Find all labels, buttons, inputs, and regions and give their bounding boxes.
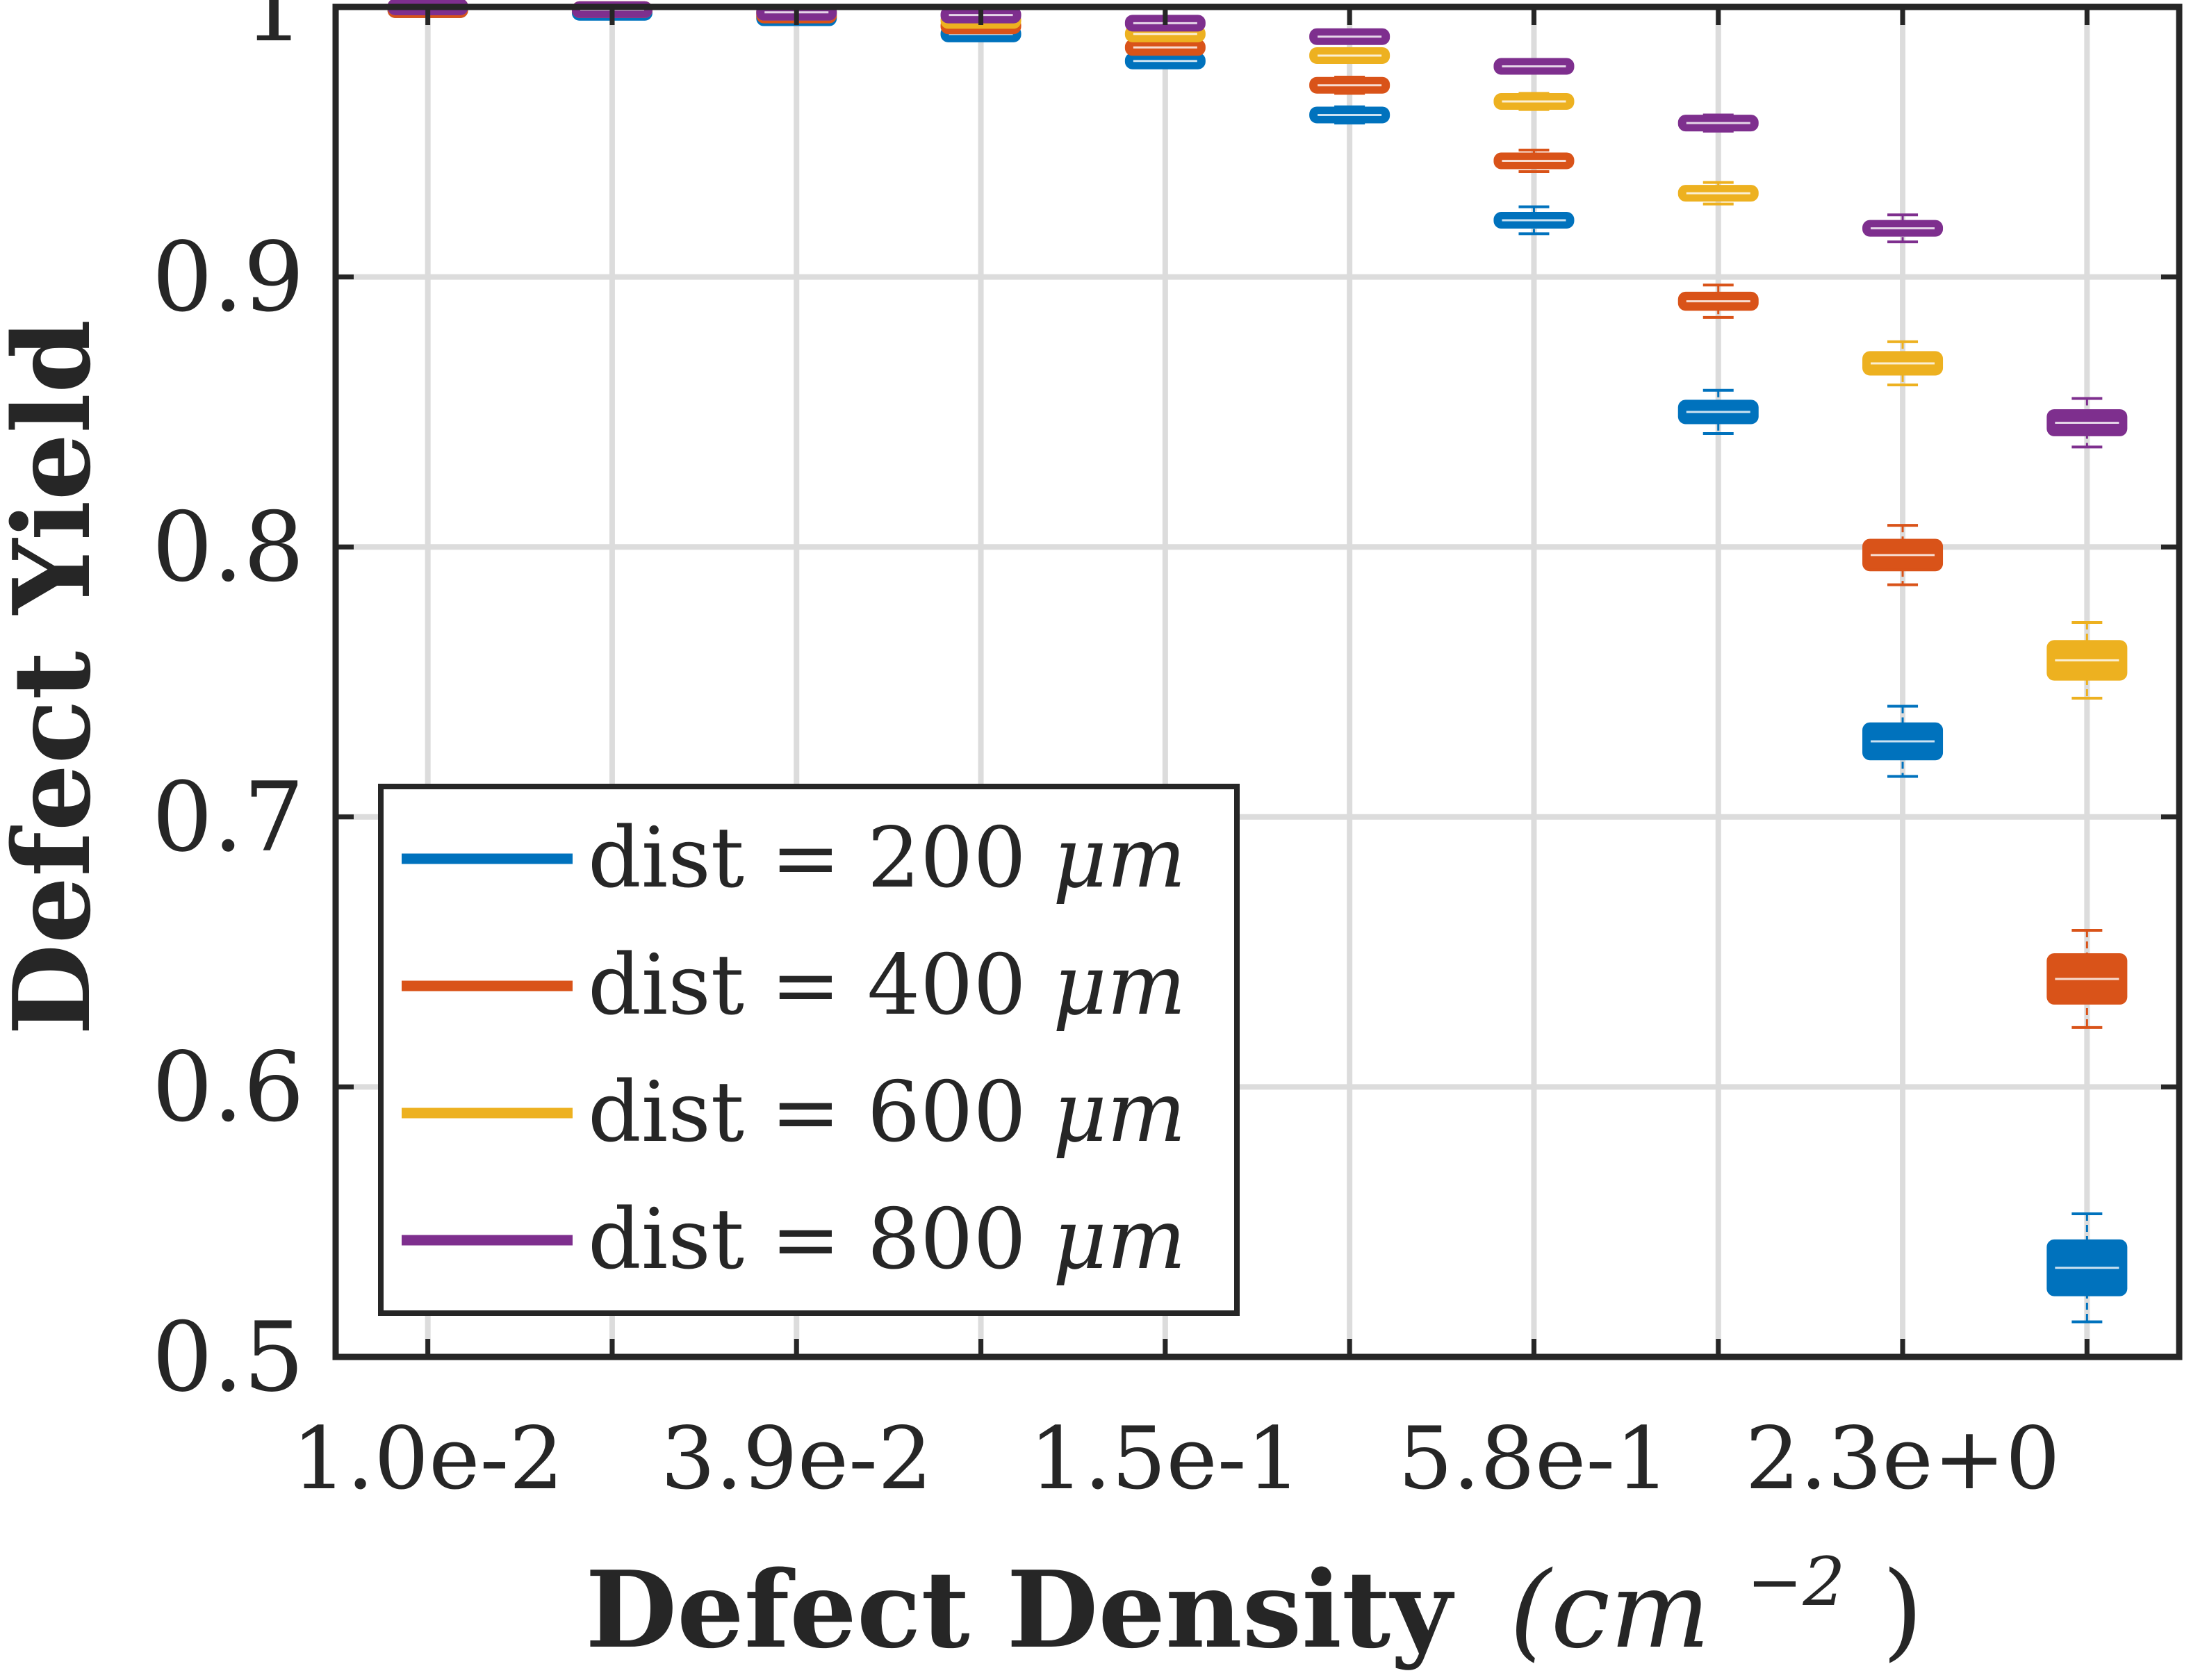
legend-item: dist = 200 μm <box>402 810 1186 907</box>
x-axis-title: Defect Density (cm −2 ) <box>585 1506 1923 1672</box>
x-axis-title-unit-close: ) <box>1882 1549 1923 1672</box>
legend-item: dist = 400 μm <box>402 937 1186 1034</box>
box-plot <box>1493 205 1575 236</box>
box-plot <box>1309 28 1390 45</box>
legend-label-text: dist = 200 <box>588 810 1053 907</box>
x-axis-title-unit-exponent: −2 <box>1747 1543 1846 1621</box>
y-tick-label: 0.7 <box>152 761 304 873</box>
legend-label-unit: μm <box>1053 810 1186 907</box>
box-plot <box>1493 92 1575 111</box>
legend-label-text: dist = 600 <box>588 1064 1053 1161</box>
x-tick-label: 2.3e+0 <box>1745 1409 2060 1509</box>
box-plot <box>1309 105 1390 125</box>
legend-label: dist = 600 μm <box>588 1064 1186 1161</box>
box-plot <box>1862 340 1944 387</box>
box-plot <box>2046 397 2128 449</box>
legend-item: dist = 600 μm <box>402 1064 1186 1161</box>
legend-label: dist = 800 μm <box>588 1192 1186 1288</box>
box-plot <box>1862 213 1944 244</box>
box-plot <box>1677 388 1759 435</box>
legend-label: dist = 200 μm <box>588 810 1186 907</box>
y-tick-label: 0.6 <box>152 1031 304 1143</box>
box-plot <box>2046 929 2128 1029</box>
legend-label-text: dist = 400 <box>588 937 1053 1034</box>
box-plot <box>1677 181 1759 206</box>
x-axis-title-unit: (cm <box>1509 1549 1710 1672</box>
box-plot <box>1493 148 1575 174</box>
box-plot <box>1124 52 1206 69</box>
y-tick-label: 0.5 <box>152 1301 304 1413</box>
x-tick-label: 1.5e-1 <box>1029 1409 1301 1509</box>
box-plot <box>1309 47 1390 64</box>
y-tick-label: 0.9 <box>152 222 304 333</box>
box-plot <box>1124 39 1206 56</box>
x-axis-title-text: Defect Density <box>585 1547 1454 1672</box>
legend-label: dist = 400 μm <box>588 937 1186 1034</box>
y-tick-label: 0.8 <box>152 491 304 603</box>
box-plot <box>1677 283 1759 319</box>
x-tick-label: 3.9e-2 <box>661 1409 933 1509</box>
legend-label-unit: μm <box>1053 1192 1186 1288</box>
box-plot <box>1493 58 1575 75</box>
box-plot <box>1677 113 1759 133</box>
x-tick-labels: 1.0e-2 3.9e-2 1.5e-1 5.8e-1 2.3e+0 <box>292 1409 2060 1509</box>
legend-label-unit: μm <box>1053 937 1186 1034</box>
box-plot <box>2046 1212 2128 1324</box>
box-plot <box>2046 621 2128 700</box>
legend-label-text: dist = 800 <box>588 1192 1053 1288</box>
x-tick-label: 1.0e-2 <box>292 1409 564 1509</box>
y-tick-labels: 0.5 0.6 0.7 0.8 0.9 1 <box>152 0 304 1413</box>
axis-ticks <box>336 4 2179 1360</box>
x-tick-label: 5.8e-1 <box>1398 1409 1670 1509</box>
legend-item: dist = 800 μm <box>402 1192 1186 1288</box>
legend-label-unit: μm <box>1053 1064 1186 1161</box>
y-tick-label: 1 <box>243 0 304 63</box>
box-plot <box>1862 705 1944 778</box>
box-plot <box>1309 76 1390 95</box>
y-axis-title: Defect Yield <box>0 320 114 1036</box>
box-plot <box>1862 524 1944 586</box>
plot-frame <box>332 3 2183 1360</box>
legend-box <box>378 784 1240 1316</box>
